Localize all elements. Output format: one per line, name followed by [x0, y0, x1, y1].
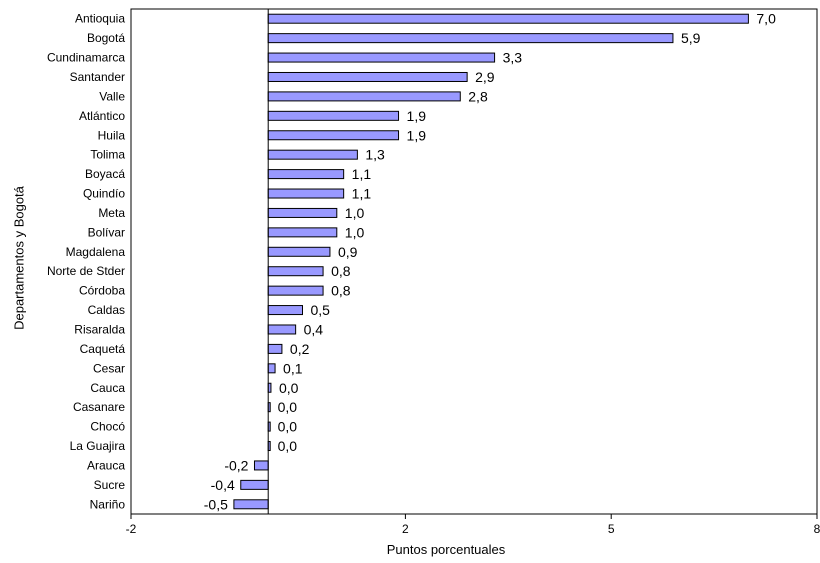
value-label: -0,5 — [204, 496, 228, 512]
bar — [267, 246, 331, 257]
bar — [267, 227, 338, 238]
category-label: Meta — [98, 206, 125, 220]
category-label: Cesar — [93, 361, 125, 375]
category-label: Boyacá — [85, 167, 125, 181]
value-label: 2,9 — [475, 69, 495, 85]
bar — [240, 479, 269, 490]
value-labels: 7,0 5,9 3,3 2,9 2,8 1,9 1,9 1,3 1,1 1,1 1,0 1,0 0,9 0… — [204, 11, 776, 513]
bar — [267, 149, 358, 160]
bar — [267, 343, 283, 354]
bar — [267, 52, 496, 63]
category-labels: Antioquia Bogotá Cundinamarca Santander Vall… — [47, 12, 125, 512]
bar — [267, 71, 468, 82]
x-tick-label: 5 — [608, 522, 615, 536]
value-label: -0,4 — [211, 477, 235, 493]
bar — [233, 499, 269, 510]
value-label: 0,2 — [290, 341, 310, 357]
category-label: Atlántico — [79, 109, 125, 123]
value-label: 0,0 — [278, 399, 298, 415]
category-label: Santander — [70, 70, 125, 84]
y-axis-label: Departamentos y Bogotá — [11, 186, 27, 330]
value-label: 0,8 — [331, 283, 351, 299]
x-tick-label: 2 — [402, 522, 409, 536]
bar — [267, 207, 338, 218]
bar — [267, 363, 276, 374]
bar — [267, 188, 345, 199]
category-label: Arauca — [87, 458, 125, 472]
bar — [267, 305, 304, 316]
bar — [267, 169, 345, 180]
category-label: Norte de Stder — [47, 264, 125, 278]
bar — [267, 130, 400, 141]
category-label: Nariño — [90, 497, 126, 511]
value-label: -0,2 — [224, 457, 248, 473]
value-label: 0,0 — [278, 438, 298, 454]
value-label: 0,0 — [278, 419, 298, 435]
category-label: Caquetá — [80, 342, 126, 356]
category-label: Casanare — [73, 400, 125, 414]
x-ticks: -2 2 5 8 — [126, 514, 820, 536]
value-label: 0,8 — [331, 263, 351, 279]
category-label: Valle — [99, 89, 125, 103]
value-label: 1,0 — [345, 224, 365, 240]
value-label: 0,9 — [338, 244, 358, 260]
value-label: 1,3 — [365, 147, 385, 163]
value-label: 2,8 — [468, 88, 488, 104]
value-label: 0,5 — [311, 302, 331, 318]
category-label: Caldas — [88, 303, 125, 317]
category-label: Bolívar — [88, 225, 125, 239]
category-label: Cauca — [90, 381, 125, 395]
value-label: 7,0 — [756, 11, 776, 27]
category-label: Risaralda — [74, 322, 125, 336]
value-label: 0,0 — [279, 380, 299, 396]
plot-area — [130, 8, 818, 515]
value-label: 0,4 — [304, 321, 324, 337]
bar — [267, 285, 324, 296]
category-label: Chocó — [90, 420, 125, 434]
value-label: 5,9 — [681, 30, 701, 46]
category-label: Magdalena — [66, 245, 126, 259]
value-label: 1,1 — [352, 186, 372, 202]
category-label: Antioquia — [75, 12, 125, 26]
value-label: 1,9 — [407, 108, 427, 124]
bar — [267, 324, 297, 335]
category-label: Quindío — [83, 187, 125, 201]
x-tick-label: 8 — [814, 522, 820, 536]
category-label: Huila — [98, 128, 126, 142]
bar — [267, 13, 749, 24]
x-axis-label: Puntos porcentuales — [386, 542, 506, 557]
x-tick-label: -2 — [126, 522, 137, 536]
bar — [253, 460, 269, 471]
bar — [267, 91, 461, 102]
category-label: Córdoba — [79, 284, 125, 298]
value-label: 3,3 — [503, 50, 523, 66]
category-label: Tolima — [90, 148, 125, 162]
category-label: La Guajira — [70, 439, 126, 453]
value-label: 0,1 — [283, 360, 303, 376]
category-label: Bogotá — [87, 31, 125, 45]
category-label: Cundinamarca — [47, 51, 125, 65]
bar — [267, 266, 324, 277]
bars-group — [233, 13, 749, 510]
value-label: 1,9 — [407, 127, 427, 143]
bar — [267, 33, 674, 44]
value-label: 1,1 — [352, 166, 372, 182]
value-label: 1,0 — [345, 205, 365, 221]
bar — [267, 110, 400, 121]
category-label: Sucre — [94, 478, 126, 492]
